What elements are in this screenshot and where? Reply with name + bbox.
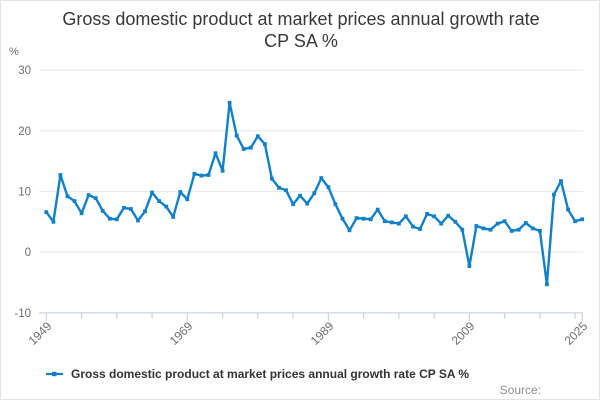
data-point-marker: [100, 208, 105, 213]
y-axis-unit-label: %: [9, 46, 19, 58]
data-point-marker: [573, 219, 577, 224]
chart-title-line1: Gross domestic product at market prices …: [62, 9, 540, 29]
data-point-marker: [559, 179, 563, 183]
chart-title: Gross domestic product at market prices …: [1, 8, 599, 52]
x-tick-label: 1969: [167, 319, 196, 348]
data-point-marker: [157, 199, 161, 203]
data-point-marker: [255, 134, 260, 139]
legend-line-marker-icon: [46, 371, 63, 377]
data-point-marker: [446, 213, 451, 218]
data-point-marker: [530, 226, 535, 231]
data-point-marker: [509, 229, 514, 233]
data-point-marker: [495, 221, 500, 226]
y-tick-label: 0: [25, 247, 31, 259]
data-point-marker: [389, 220, 394, 225]
data-point-marker: [404, 214, 408, 219]
data-point-marker: [263, 142, 267, 146]
data-point-marker: [340, 216, 345, 221]
data-point-marker: [375, 207, 380, 212]
data-point-marker: [220, 168, 225, 173]
data-point-marker: [72, 199, 77, 203]
data-point-marker: [93, 196, 98, 200]
data-point-marker: [277, 185, 281, 190]
data-point-marker: [523, 221, 528, 225]
data-point-marker: [333, 202, 338, 207]
data-point-marker: [418, 227, 422, 231]
data-point-marker: [411, 224, 415, 229]
data-point-marker: [312, 191, 317, 196]
x-tick-label: 2009: [449, 319, 478, 348]
data-point-marker: [129, 207, 133, 211]
legend: Gross domestic product at market prices …: [45, 367, 469, 381]
data-point-marker: [234, 133, 239, 138]
data-point-marker: [143, 209, 147, 214]
data-point-marker: [171, 215, 176, 219]
data-point-marker: [397, 221, 401, 226]
chart-title-line2: CP SA %: [264, 31, 338, 51]
data-point-marker: [192, 171, 197, 176]
data-point-marker: [122, 205, 126, 210]
data-point-marker: [552, 192, 556, 197]
data-point-marker: [58, 173, 63, 177]
x-tick-label: 1949: [26, 319, 55, 348]
data-point-marker: [432, 214, 436, 219]
x-tick-label: 2025: [562, 319, 591, 348]
data-point-marker: [114, 217, 119, 222]
data-point-marker: [241, 147, 246, 151]
data-point-marker: [361, 216, 366, 221]
data-point-marker: [270, 176, 274, 181]
y-tick-label: 20: [18, 126, 31, 138]
data-point-marker: [319, 176, 324, 180]
data-point-marker: [178, 190, 183, 194]
data-point-marker: [248, 145, 253, 150]
data-point-marker: [185, 197, 190, 202]
data-point-marker: [347, 228, 352, 233]
data-point-marker: [107, 216, 112, 221]
legend-label: Gross domestic product at market prices …: [71, 367, 470, 381]
data-point-marker: [51, 219, 56, 224]
data-point-marker: [354, 216, 359, 220]
data-point-marker: [516, 227, 521, 232]
data-point-marker: [164, 204, 169, 209]
x-tick-label: 1989: [308, 319, 337, 348]
source-label: Source:: [499, 383, 541, 397]
y-tick-label: -10: [14, 308, 31, 320]
data-point-marker: [538, 229, 542, 233]
data-point-marker: [150, 190, 154, 195]
data-point-marker: [502, 219, 507, 224]
data-point-marker: [467, 264, 472, 268]
data-point-marker: [44, 210, 49, 214]
data-point-marker: [65, 194, 70, 199]
y-tick-label: 10: [18, 186, 31, 198]
data-point-marker: [305, 201, 310, 206]
data-point-marker: [580, 217, 585, 222]
data-point-marker: [199, 173, 204, 178]
data-point-marker: [291, 202, 295, 207]
data-point-marker: [227, 100, 232, 105]
data-point-marker: [284, 188, 288, 193]
data-point-marker: [425, 212, 429, 216]
data-point-marker: [368, 217, 373, 222]
data-point-marker: [439, 221, 444, 226]
data-point-marker: [326, 185, 331, 190]
data-point-marker: [453, 219, 458, 224]
data-point-marker: [545, 282, 549, 287]
data-point-marker: [481, 226, 486, 231]
data-point-marker: [488, 227, 493, 232]
data-point-marker: [382, 219, 387, 224]
y-tick-label: 30: [18, 65, 31, 77]
data-point-marker: [86, 193, 91, 197]
data-point-marker: [136, 218, 140, 223]
data-point-marker: [474, 224, 479, 228]
data-point-marker: [213, 151, 218, 156]
data-point-marker: [206, 173, 211, 177]
data-point-marker: [79, 211, 84, 216]
data-point-marker: [460, 227, 465, 232]
data-point-marker: [298, 193, 302, 198]
data-point-marker: [566, 207, 570, 212]
